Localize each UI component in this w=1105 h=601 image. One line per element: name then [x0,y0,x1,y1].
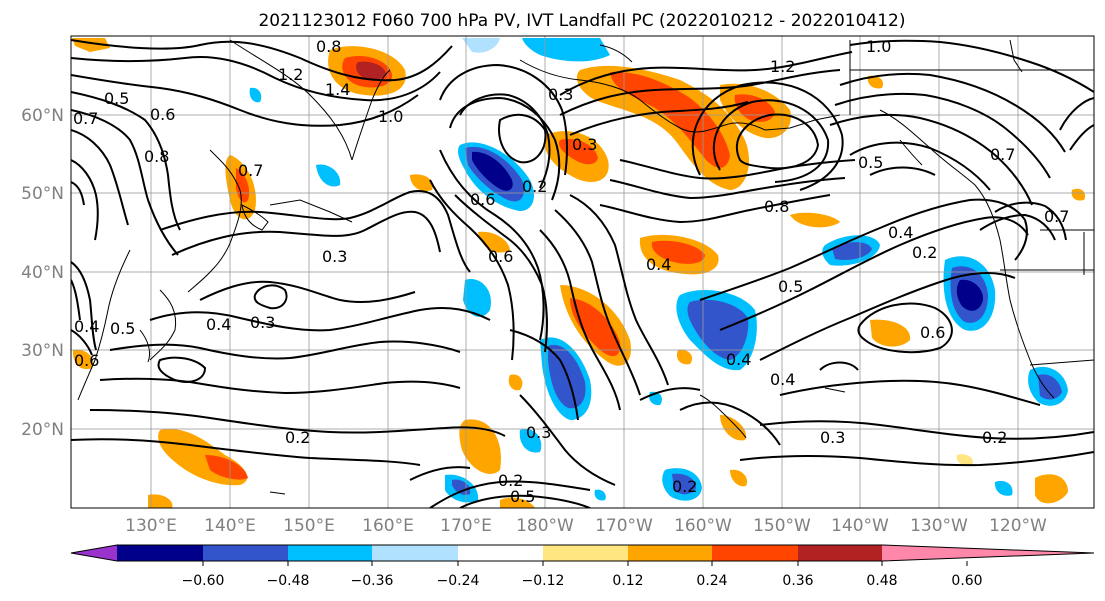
map-frame [70,35,1095,509]
lon-label: 140°W [831,516,889,536]
colorbar-segment [203,545,288,561]
contour-label: 0.2 [285,428,310,447]
colorbar-tick-label: −0.24 [437,573,480,589]
contour-label: 0.6 [150,105,175,124]
contour-label: 0.2 [672,477,697,496]
lon-label: 140°E [204,516,256,536]
contour-label: 0.5 [104,89,129,108]
contour-label: 0.6 [488,247,513,266]
contour-label: 0.3 [820,428,845,447]
lat-label: 30°N [21,341,64,361]
lat-label: 50°N [21,184,64,204]
contour-label: 0.3 [322,247,347,266]
lon-label: 120°W [989,516,1047,536]
contour-label: 0.7 [73,109,98,128]
map-title: 2021123012 F060 700 hPa PV, IVT Landfall… [258,11,905,31]
lon-label: 150°W [753,516,811,536]
colorbar-tick-label: 0.48 [866,573,897,589]
lat-label: 40°N [21,263,64,283]
contour-label: 0.4 [770,370,795,389]
contour-label: 0.6 [470,190,495,209]
colorbar-tick-label: 0.12 [612,573,643,589]
lon-label: 150°E [283,516,335,536]
colorbar-tick-label: −0.48 [267,573,310,589]
graticule [71,36,1094,508]
lon-label: 130°W [910,516,968,536]
contour-label: 0.5 [110,319,135,338]
lon-label: 160°W [674,516,732,536]
contour-label: 0.3 [548,85,573,104]
contour-label: 0.2 [982,428,1007,447]
contour-label: 0.4 [646,255,671,274]
lon-label: 170°W [595,516,653,536]
contour-label: 0.4 [206,315,231,334]
contour-lines [71,39,1094,508]
contour-label: 0.8 [764,197,789,216]
colorbar-segment [798,545,882,561]
lon-label: 170°E [440,516,492,536]
contour-label: 0.5 [778,277,803,296]
lon-label: 130°E [125,516,177,536]
lat-label: 20°N [21,420,64,440]
colorbar-tick-label: 0.24 [696,573,727,589]
colorbar-tick-label: −0.60 [182,573,225,589]
contour-label: 0.2 [498,471,523,490]
lon-label: 180°W [516,516,574,536]
contour-label: 0.4 [74,317,99,336]
contour-label: 0.7 [990,145,1015,164]
contour-label: 0.8 [144,147,169,166]
colorbar-segment [543,545,628,561]
contour-label: 0.8 [316,37,341,56]
colorbar-segment [71,545,117,561]
contour-label: 1.4 [325,80,350,99]
contour-label: 1.0 [866,37,891,56]
colorbar-tick-label: −0.36 [351,573,394,589]
colorbar-segment [372,545,458,561]
contour-label: 0.6 [920,323,945,342]
colorbar-segment [712,545,798,561]
contour-label: 0.4 [888,223,913,242]
colorbar-segment [628,545,712,561]
contour-label: 1.2 [278,65,303,84]
colorbar-segment [288,545,372,561]
contour-label: 0.3 [572,135,597,154]
lat-label: 60°N [21,106,64,126]
colorbar-tick-label: 0.60 [951,573,982,589]
latitude-labels: 60°N 50°N 40°N 30°N 20°N [21,106,64,440]
lon-label: 160°E [362,516,414,536]
colorbar-segment [458,545,543,561]
contour-label: 0.7 [238,161,263,180]
longitude-labels: 130°E 140°E 150°E 160°E 170°E 180°W 170°… [125,516,1047,536]
colorbar-segment [117,545,203,561]
contour-label: 0.5 [510,487,535,506]
contour-label: 0.3 [250,313,275,332]
contour-label: 0.2 [522,177,547,196]
contour-label: 0.7 [1044,207,1069,226]
colorbar-tick-label: −0.12 [522,573,565,589]
colorbar-tick-label: 0.36 [782,573,813,589]
contour-label: 1.2 [770,57,795,76]
colorbar-segment [882,545,1094,561]
contour-label: 0.5 [858,153,883,172]
contour-labels: 0.8 1.2 1.4 0.5 0.6 0.7 1.0 0.8 0.3 0.3 … [73,37,1069,506]
contour-label: 0.6 [74,351,99,370]
contour-label: 0.3 [526,423,551,442]
map-area: 0.8 1.2 1.4 0.5 0.6 0.7 1.0 0.8 0.3 0.3 … [71,36,1094,508]
contour-label: 0.4 [726,350,751,369]
contour-label: 1.0 [378,107,403,126]
colorbar: −0.60 −0.48 −0.36 −0.24 −0.12 0.12 0.24 … [70,544,1095,589]
contour-label: 0.2 [912,243,937,262]
